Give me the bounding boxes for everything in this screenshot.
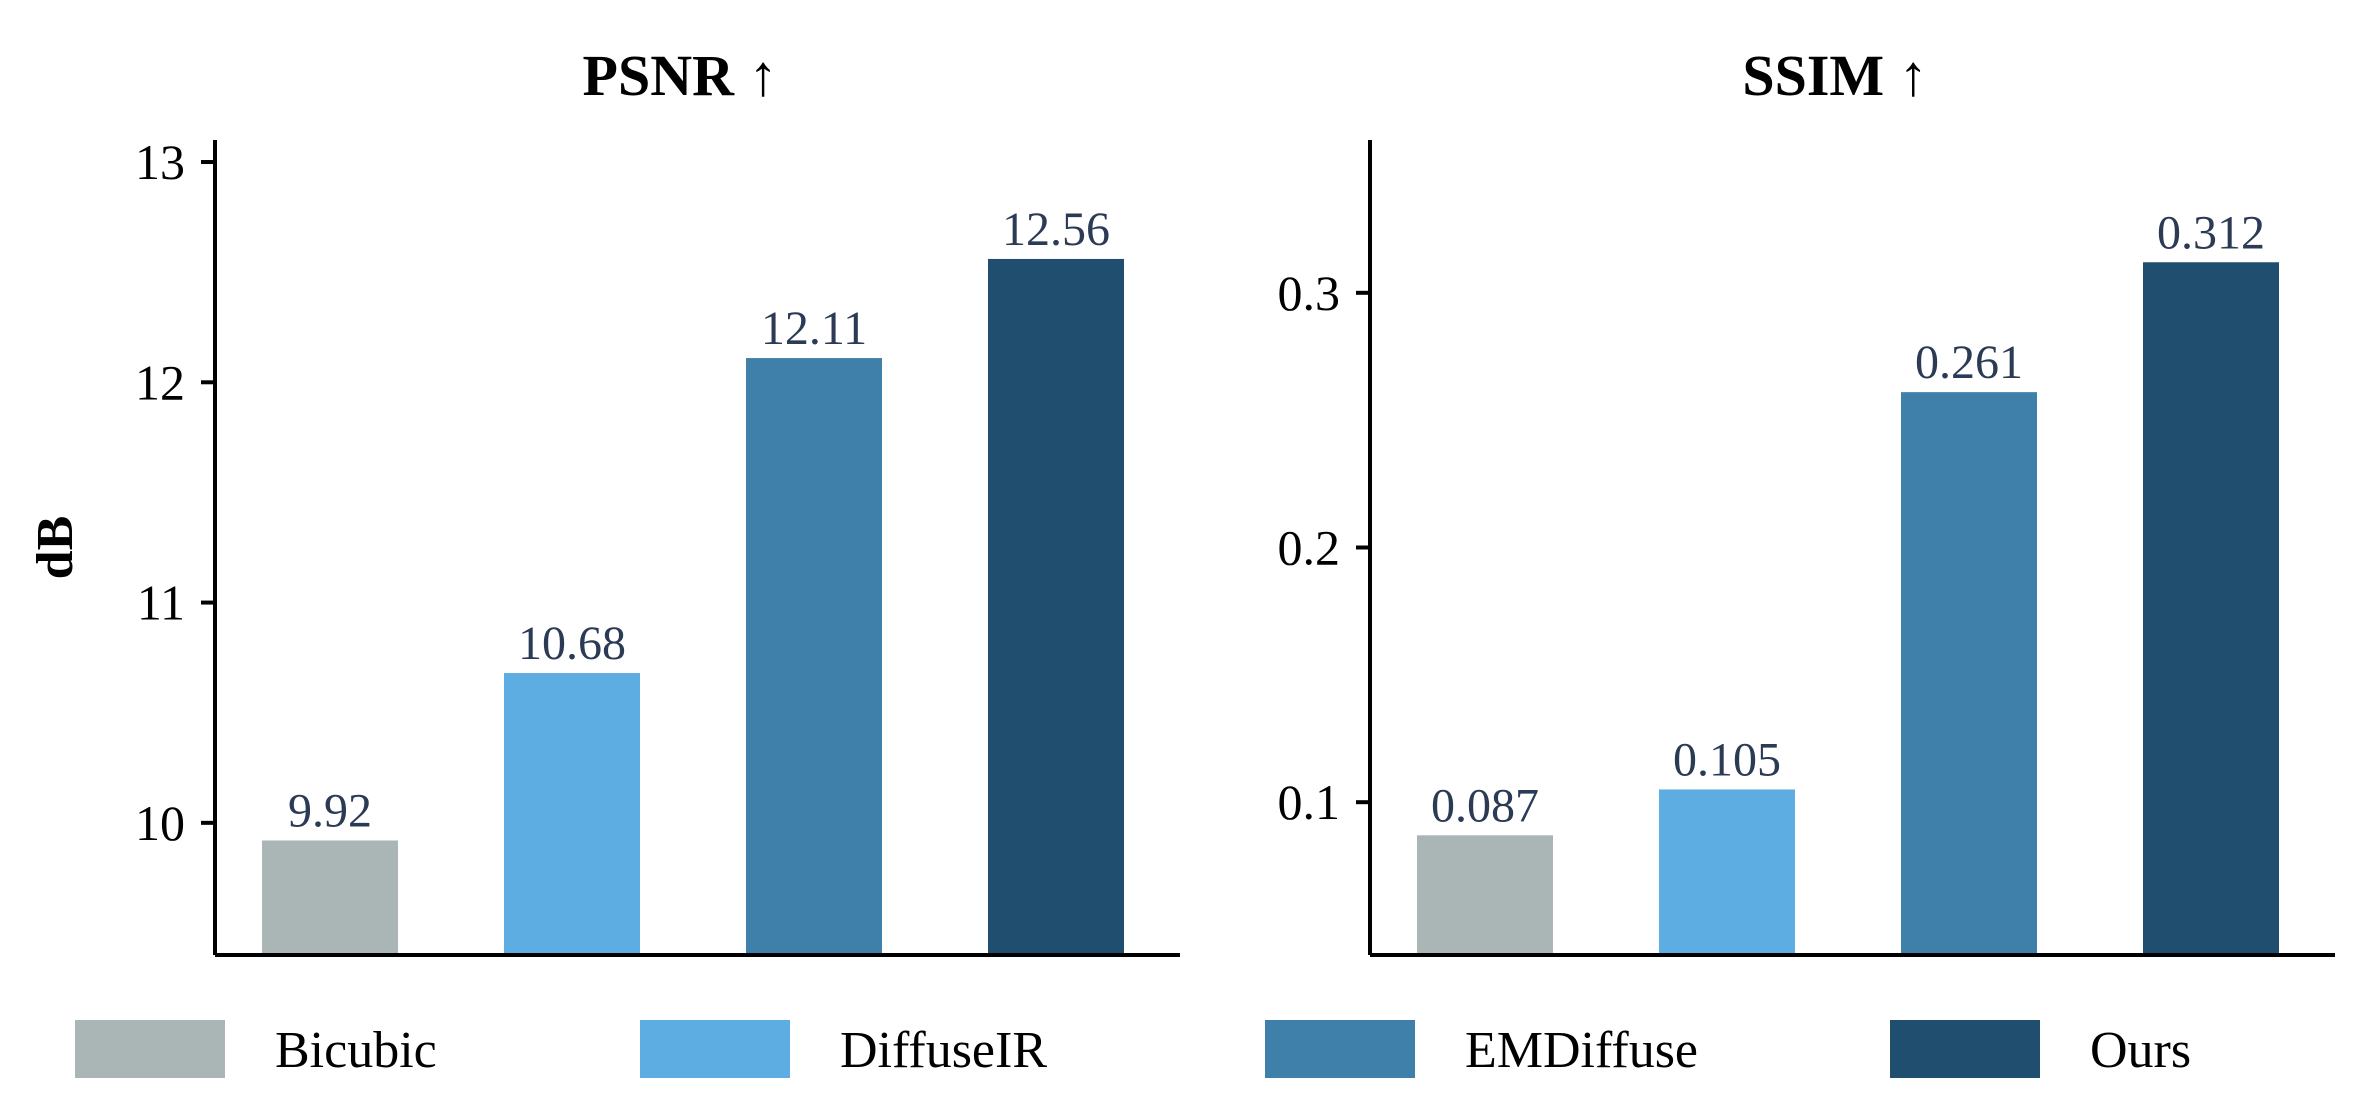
- chart-0-title: PSNR ↑: [583, 43, 778, 108]
- legend-label-diffuseir: DiffuseIR: [840, 1022, 1047, 1079]
- chart-0-ytick-label: 11: [137, 575, 185, 631]
- chart-0-ytick-label: 13: [135, 134, 185, 190]
- legend-label-bicubic: Bicubic: [275, 1022, 437, 1079]
- chart-0-ytick-label: 10: [135, 795, 185, 851]
- chart-0-bar-bicubic: [262, 840, 398, 953]
- chart-0-value-label: 9.92: [288, 784, 372, 837]
- chart-1-title: SSIM ↑: [1742, 43, 1927, 108]
- chart-1-bar-diffuseir: [1659, 789, 1795, 953]
- chart-0-value-label: 12.11: [761, 302, 867, 355]
- chart-0-ylabel: dB: [27, 516, 84, 580]
- chart-1-ytick-label: 0.1: [1278, 774, 1341, 830]
- chart-0-ytick-label: 12: [135, 354, 185, 410]
- chart-1-ytick-label: 0.2: [1278, 520, 1341, 576]
- chart-1-value-label: 0.312: [2157, 206, 2265, 259]
- chart-0-value-label: 12.56: [1002, 203, 1110, 256]
- chart-0-bar-emdiffuse: [746, 358, 882, 953]
- chart-0-value-label: 10.68: [518, 617, 626, 670]
- chart-1-bar-ours: [2143, 262, 2279, 953]
- legend-label-emdiffuse: EMDiffuse: [1465, 1022, 1698, 1079]
- chart-1-ytick-label: 0.3: [1278, 265, 1341, 321]
- legend-swatch-ours: [1890, 1020, 2040, 1078]
- chart-1-value-label: 0.087: [1431, 779, 1539, 832]
- chart-1-value-label: 0.261: [1915, 336, 2023, 389]
- legend-label-ours: Ours: [2090, 1022, 2191, 1079]
- chart-0-bar-ours: [988, 258, 1124, 954]
- chart-1-value-label: 0.105: [1673, 733, 1781, 786]
- legend-swatch-bicubic: [75, 1020, 225, 1078]
- chart-1-bar-bicubic: [1417, 835, 1553, 953]
- chart-0-bar-diffuseir: [504, 673, 640, 953]
- legend-swatch-emdiffuse: [1265, 1020, 1415, 1078]
- chart-1-bar-emdiffuse: [1901, 392, 2037, 953]
- legend-swatch-diffuseir: [640, 1020, 790, 1078]
